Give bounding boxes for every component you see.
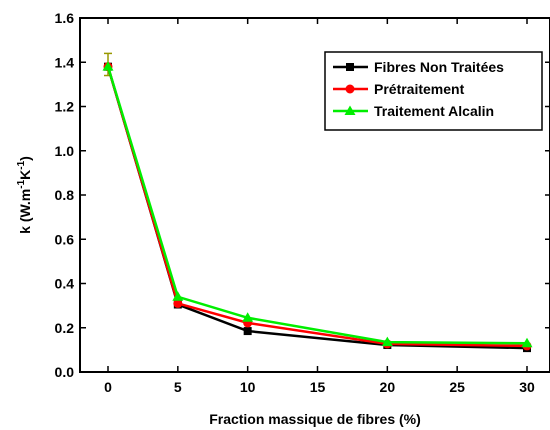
data-point bbox=[102, 61, 114, 71]
data-point bbox=[242, 312, 254, 322]
x-tick-label: 5 bbox=[174, 379, 182, 395]
x-tick-label: 25 bbox=[449, 379, 465, 395]
x-tick-label: 20 bbox=[380, 379, 396, 395]
y-tick-label: 0.0 bbox=[55, 364, 75, 380]
data-point bbox=[381, 336, 393, 347]
x-axis-title: Fraction massique de fibres (%) bbox=[209, 411, 421, 427]
legend-label: Fibres Non Traitées bbox=[374, 59, 504, 75]
data-point bbox=[243, 327, 252, 336]
legend-label: Traitement Alcalin bbox=[374, 103, 494, 119]
legend-marker bbox=[346, 63, 354, 71]
legend-marker bbox=[344, 105, 356, 115]
legend-label: Prétraitement bbox=[374, 81, 465, 97]
y-axis-title-sup1: -1 bbox=[16, 179, 27, 188]
data-point bbox=[172, 291, 184, 301]
y-axis-title-base: k (W.m bbox=[17, 189, 33, 234]
x-tick-label: 30 bbox=[519, 379, 535, 395]
y-axis-title-mid: K bbox=[17, 170, 33, 180]
y-tick-label: 0.6 bbox=[55, 231, 75, 247]
y-tick-label: 0.2 bbox=[55, 320, 75, 336]
y-tick-label: 0.4 bbox=[55, 276, 75, 292]
legend-entries: Fibres Non Traitées Prétraitement Traiteme… bbox=[333, 59, 504, 119]
legend-entry: Fibres Non Traitées bbox=[333, 59, 504, 75]
legend-box bbox=[324, 51, 543, 131]
y-tick-label: 1.0 bbox=[55, 143, 75, 159]
legend-entry: Prétraitement bbox=[333, 81, 465, 97]
data-point bbox=[173, 298, 183, 308]
x-tick-label: 15 bbox=[310, 379, 326, 395]
y-tick-label: 0.8 bbox=[55, 187, 75, 203]
series-layer bbox=[102, 52, 533, 353]
series-2 bbox=[102, 61, 533, 348]
data-point bbox=[521, 337, 533, 348]
y-axis-title-end: ) bbox=[17, 156, 33, 161]
y-tick-label: 1.6 bbox=[55, 10, 75, 26]
x-tick-label: 10 bbox=[240, 379, 256, 395]
legend: Fibres Non Traitées Prétraitement Traiteme… bbox=[324, 51, 543, 131]
axis-ticks: 0 5 10 15 20 25 30 0.0 0.2 0.4 0.6 0.8 1.0 1.2 1.4 1.6 bbox=[55, 10, 550, 395]
x-tick-label: 0 bbox=[104, 379, 112, 395]
y-tick-label: 1.4 bbox=[55, 54, 75, 70]
legend-marker bbox=[345, 84, 355, 94]
legend-entry: Traitement Alcalin bbox=[333, 103, 494, 119]
y-axis-title-sup2: -1 bbox=[16, 160, 27, 169]
y-axis-title: k (W.m-1K-1) bbox=[16, 156, 33, 234]
y-tick-label: 1.2 bbox=[55, 99, 75, 115]
